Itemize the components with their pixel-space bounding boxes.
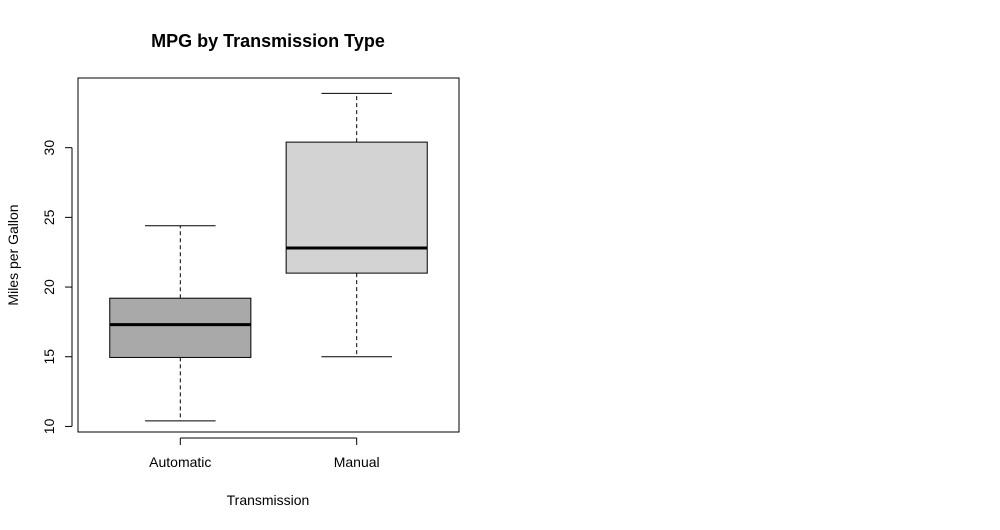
y-tick-label-10: 10	[41, 418, 57, 434]
x-tick-label-manual: Manual	[334, 454, 380, 470]
y-axis: 10 15 20 25 30	[41, 140, 73, 434]
y-tick-label-30: 30	[41, 140, 57, 156]
y-axis-label: Miles per Gallon	[5, 204, 21, 305]
y-tick-label-25: 25	[41, 209, 57, 225]
chart-title: MPG by Transmission Type	[151, 31, 385, 51]
iqr-box-manual	[285, 141, 428, 274]
boxes-layer	[109, 92, 428, 422]
box-automatic	[109, 225, 252, 422]
x-tick-label-automatic: Automatic	[149, 454, 211, 470]
plot-frame	[77, 77, 460, 433]
y-tick-label-20: 20	[41, 279, 57, 295]
x-axis: Automatic Manual	[149, 437, 380, 470]
iqr-box-automatic	[109, 297, 252, 358]
x-axis-label: Transmission	[227, 492, 310, 508]
box-manual	[285, 92, 428, 358]
y-tick-label-15: 15	[41, 349, 57, 365]
